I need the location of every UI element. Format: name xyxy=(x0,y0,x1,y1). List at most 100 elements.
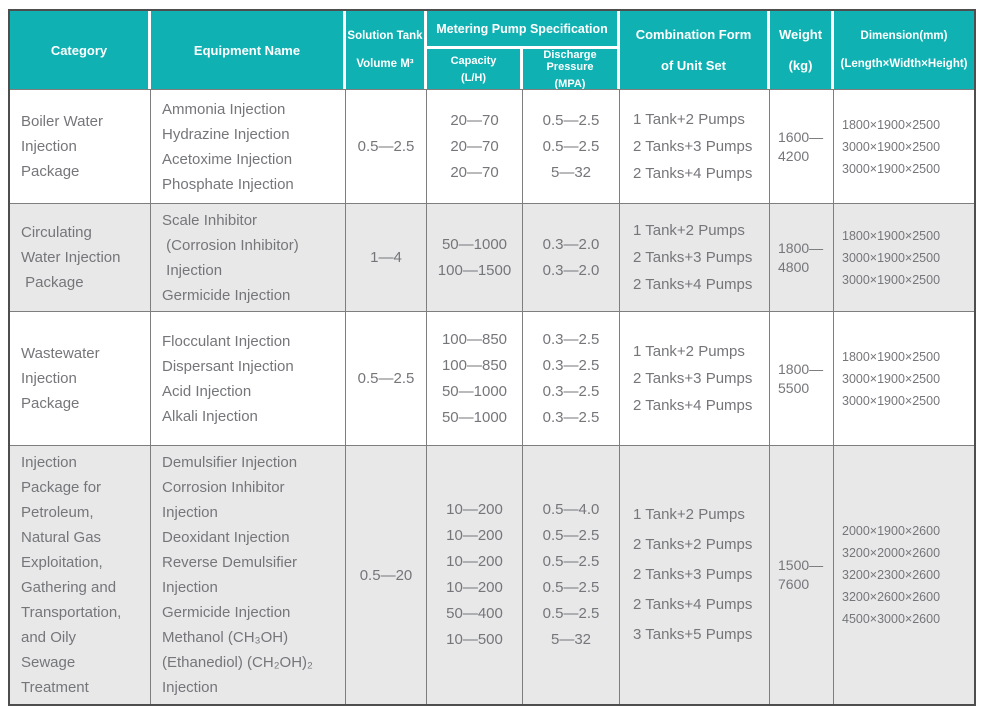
equipment-spec-table: Category Equipment Name Solution Tank Vol… xyxy=(8,9,976,706)
tank-volume-value: 0.5—2.5 xyxy=(357,138,415,155)
cell-line: 20—70 xyxy=(450,137,499,155)
cell-tank-volume: 0.5—20 xyxy=(346,445,427,704)
cell-dimension: 1800×1900×2500 3000×1900×2500 3000×1900×25… xyxy=(834,203,974,311)
cell-capacity: 10—200 10—200 10—200 10—200 50—400 10—500 xyxy=(427,445,523,704)
header-solution-tank-volume: Solution Tank Volume M³ xyxy=(346,11,427,89)
cell-line: Demulsifier Injection xyxy=(162,454,298,471)
cell-line: 1800— xyxy=(778,239,824,256)
cell-combination-form: 1 Tank+2 Pumps 2 Tanks+3 Pumps 2 Tanks+4 P… xyxy=(620,89,770,203)
cell-line: 2000×1900×2600 xyxy=(842,524,941,538)
cell-line: 20—70 xyxy=(450,163,499,181)
cell-line: 3000×1900×2500 xyxy=(842,371,941,386)
header-label: Equipment Name xyxy=(193,42,301,58)
cell-line: Reverse Demulsifier xyxy=(162,554,298,571)
cell-line: Flocculant Injection xyxy=(162,332,291,350)
cell-line: 100—1500 xyxy=(437,261,512,279)
cell-line: 50—400 xyxy=(446,605,503,622)
cell-line: 2 Tanks+3 Pumps xyxy=(633,249,753,266)
cell-line: Treatment xyxy=(21,679,89,696)
cell-line: 10—500 xyxy=(446,631,503,648)
cell-line: Discharge Pressure xyxy=(543,49,597,73)
cell-line: 2 Tanks+4 Pumps xyxy=(633,165,753,182)
cell-weight: 1800— 4800 xyxy=(770,203,834,311)
cell-dimension: 2000×1900×2600 3200×2000×2600 3200×2300×26… xyxy=(834,445,974,704)
cell-combination-form: 1 Tank+2 Pumps 2 Tanks+3 Pumps 2 Tanks+4 P… xyxy=(620,203,770,311)
cell-line: 2 Tanks+3 Pumps xyxy=(633,370,753,387)
cell-tank-volume: 0.5—2.5 xyxy=(346,89,427,203)
cell-discharge-pressure: 0.5—2.5 0.5—2.5 5—32 xyxy=(523,89,620,203)
cell-line: Injection xyxy=(162,261,223,279)
cell-equipment-name: Flocculant Injection Dispersant Injection… xyxy=(151,311,346,445)
cell-line: 0.5—2.5 xyxy=(542,111,600,129)
cell-capacity: 50—1000 100—1500 xyxy=(427,203,523,311)
cell-line: Package xyxy=(21,163,80,180)
cell-equipment-name: Ammonia Injection Hydrazine Injection Acet… xyxy=(151,89,346,203)
cell-line: 10—200 xyxy=(446,579,503,596)
cell-line: 3000×1900×2500 xyxy=(842,272,941,287)
cell-line: 1 Tank+2 Pumps xyxy=(633,343,745,360)
cell-line: Germicide Injection xyxy=(162,604,291,621)
cell-line: Injection xyxy=(21,454,77,471)
cell-line: Injection xyxy=(162,579,218,596)
cell-line: Dimension(mm) xyxy=(860,30,948,42)
cell-line: 2 Tanks+2 Pumps xyxy=(633,536,753,553)
cell-line: Ammonia Injection xyxy=(162,100,286,118)
cell-line: 2 Tanks+4 Pumps xyxy=(633,596,753,613)
cell-line: 2 Tanks+3 Pumps xyxy=(633,138,753,155)
cell-line: 5—32 xyxy=(550,163,592,181)
cell-line: 1800×1900×2500 xyxy=(842,349,941,364)
tank-volume-value: 0.5—2.5 xyxy=(357,370,415,387)
cell-line: 1500— xyxy=(778,557,824,573)
cell-line: 100—850 xyxy=(441,330,508,348)
cell-capacity: 100—850 100—850 50—1000 50—1000 xyxy=(427,311,523,445)
cell-line: Injection xyxy=(21,370,77,387)
cell-line: 0.5—2.5 xyxy=(542,137,600,155)
cell-equipment-name: Scale Inhibitor (Corrosion Inhibitor) In… xyxy=(151,203,346,311)
cell-line: 10—200 xyxy=(446,527,503,544)
cell-line: 3200×2000×2600 xyxy=(842,546,941,560)
cell-discharge-pressure: 0.3—2.5 0.3—2.5 0.3—2.5 0.3—2.5 xyxy=(523,311,620,445)
cell-line: Package xyxy=(21,395,80,412)
cell-line: 2 Tanks+4 Pumps xyxy=(633,397,753,414)
cell-line: Scale Inhibitor xyxy=(162,211,258,229)
cell-line: 0.3—2.0 xyxy=(542,261,600,279)
cell-dimension: 1800×1900×2500 3000×1900×2500 3000×1900×25… xyxy=(834,311,974,445)
cell-combination-form: 1 Tank+2 Pumps 2 Tanks+2 Pumps 2 Tanks+3 P… xyxy=(620,445,770,704)
cell-capacity: 20—70 20—70 20—70 xyxy=(427,89,523,203)
header-discharge-pressure: Discharge Pressure (MPA) xyxy=(523,49,620,89)
header-label: Category xyxy=(50,42,108,58)
cell-line: 3000×1900×2500 xyxy=(842,139,941,154)
cell-line: Natural Gas xyxy=(21,529,102,546)
cell-line: Volume M³ xyxy=(356,58,414,70)
cell-line: Alkali Injection xyxy=(162,407,258,425)
cell-line: (kg) xyxy=(788,58,813,73)
cell-line: 10—200 xyxy=(446,553,503,570)
cell-line: Hydrazine Injection xyxy=(162,125,290,143)
cell-line: 2 Tanks+4 Pumps xyxy=(633,276,753,293)
cell-line: (Length×Width×Height) xyxy=(840,58,968,70)
cell-weight: 1500— 7600 xyxy=(770,445,834,704)
header-weight: Weight (kg) xyxy=(770,11,834,89)
tank-volume-value: 1—4 xyxy=(370,249,402,266)
cell-line: 50—1000 xyxy=(441,382,508,400)
cell-line: 1 Tank+2 Pumps xyxy=(633,222,745,239)
cell-line: Combination Form xyxy=(635,27,752,42)
cell-line: 0.3—2.5 xyxy=(542,356,600,374)
cell-line: 1 Tank+2 Pumps xyxy=(633,111,745,128)
cell-line: 1800— xyxy=(778,360,824,377)
header-combination-form: Combination Form of Unit Set xyxy=(620,11,770,89)
cell-line: 4200 xyxy=(778,147,810,164)
cell-tank-volume: 1—4 xyxy=(346,203,427,311)
cell-line: 50—1000 xyxy=(441,408,508,426)
header-category: Category xyxy=(10,11,151,89)
cell-line: 10—200 xyxy=(446,501,503,518)
cell-line: Solution Tank xyxy=(347,30,423,42)
cell-line: Capacity xyxy=(450,54,497,67)
cell-line: Dispersant Injection xyxy=(162,357,294,375)
cell-line: Methanol (CH₃OH) xyxy=(162,629,289,646)
cell-line: (MPA) xyxy=(554,77,586,90)
cell-line: Boiler Water xyxy=(21,113,103,130)
cell-line: 0.3—2.5 xyxy=(542,382,600,400)
table-grid: Category Equipment Name Solution Tank Vol… xyxy=(10,11,974,704)
cell-line: 0.3—2.5 xyxy=(542,330,600,348)
